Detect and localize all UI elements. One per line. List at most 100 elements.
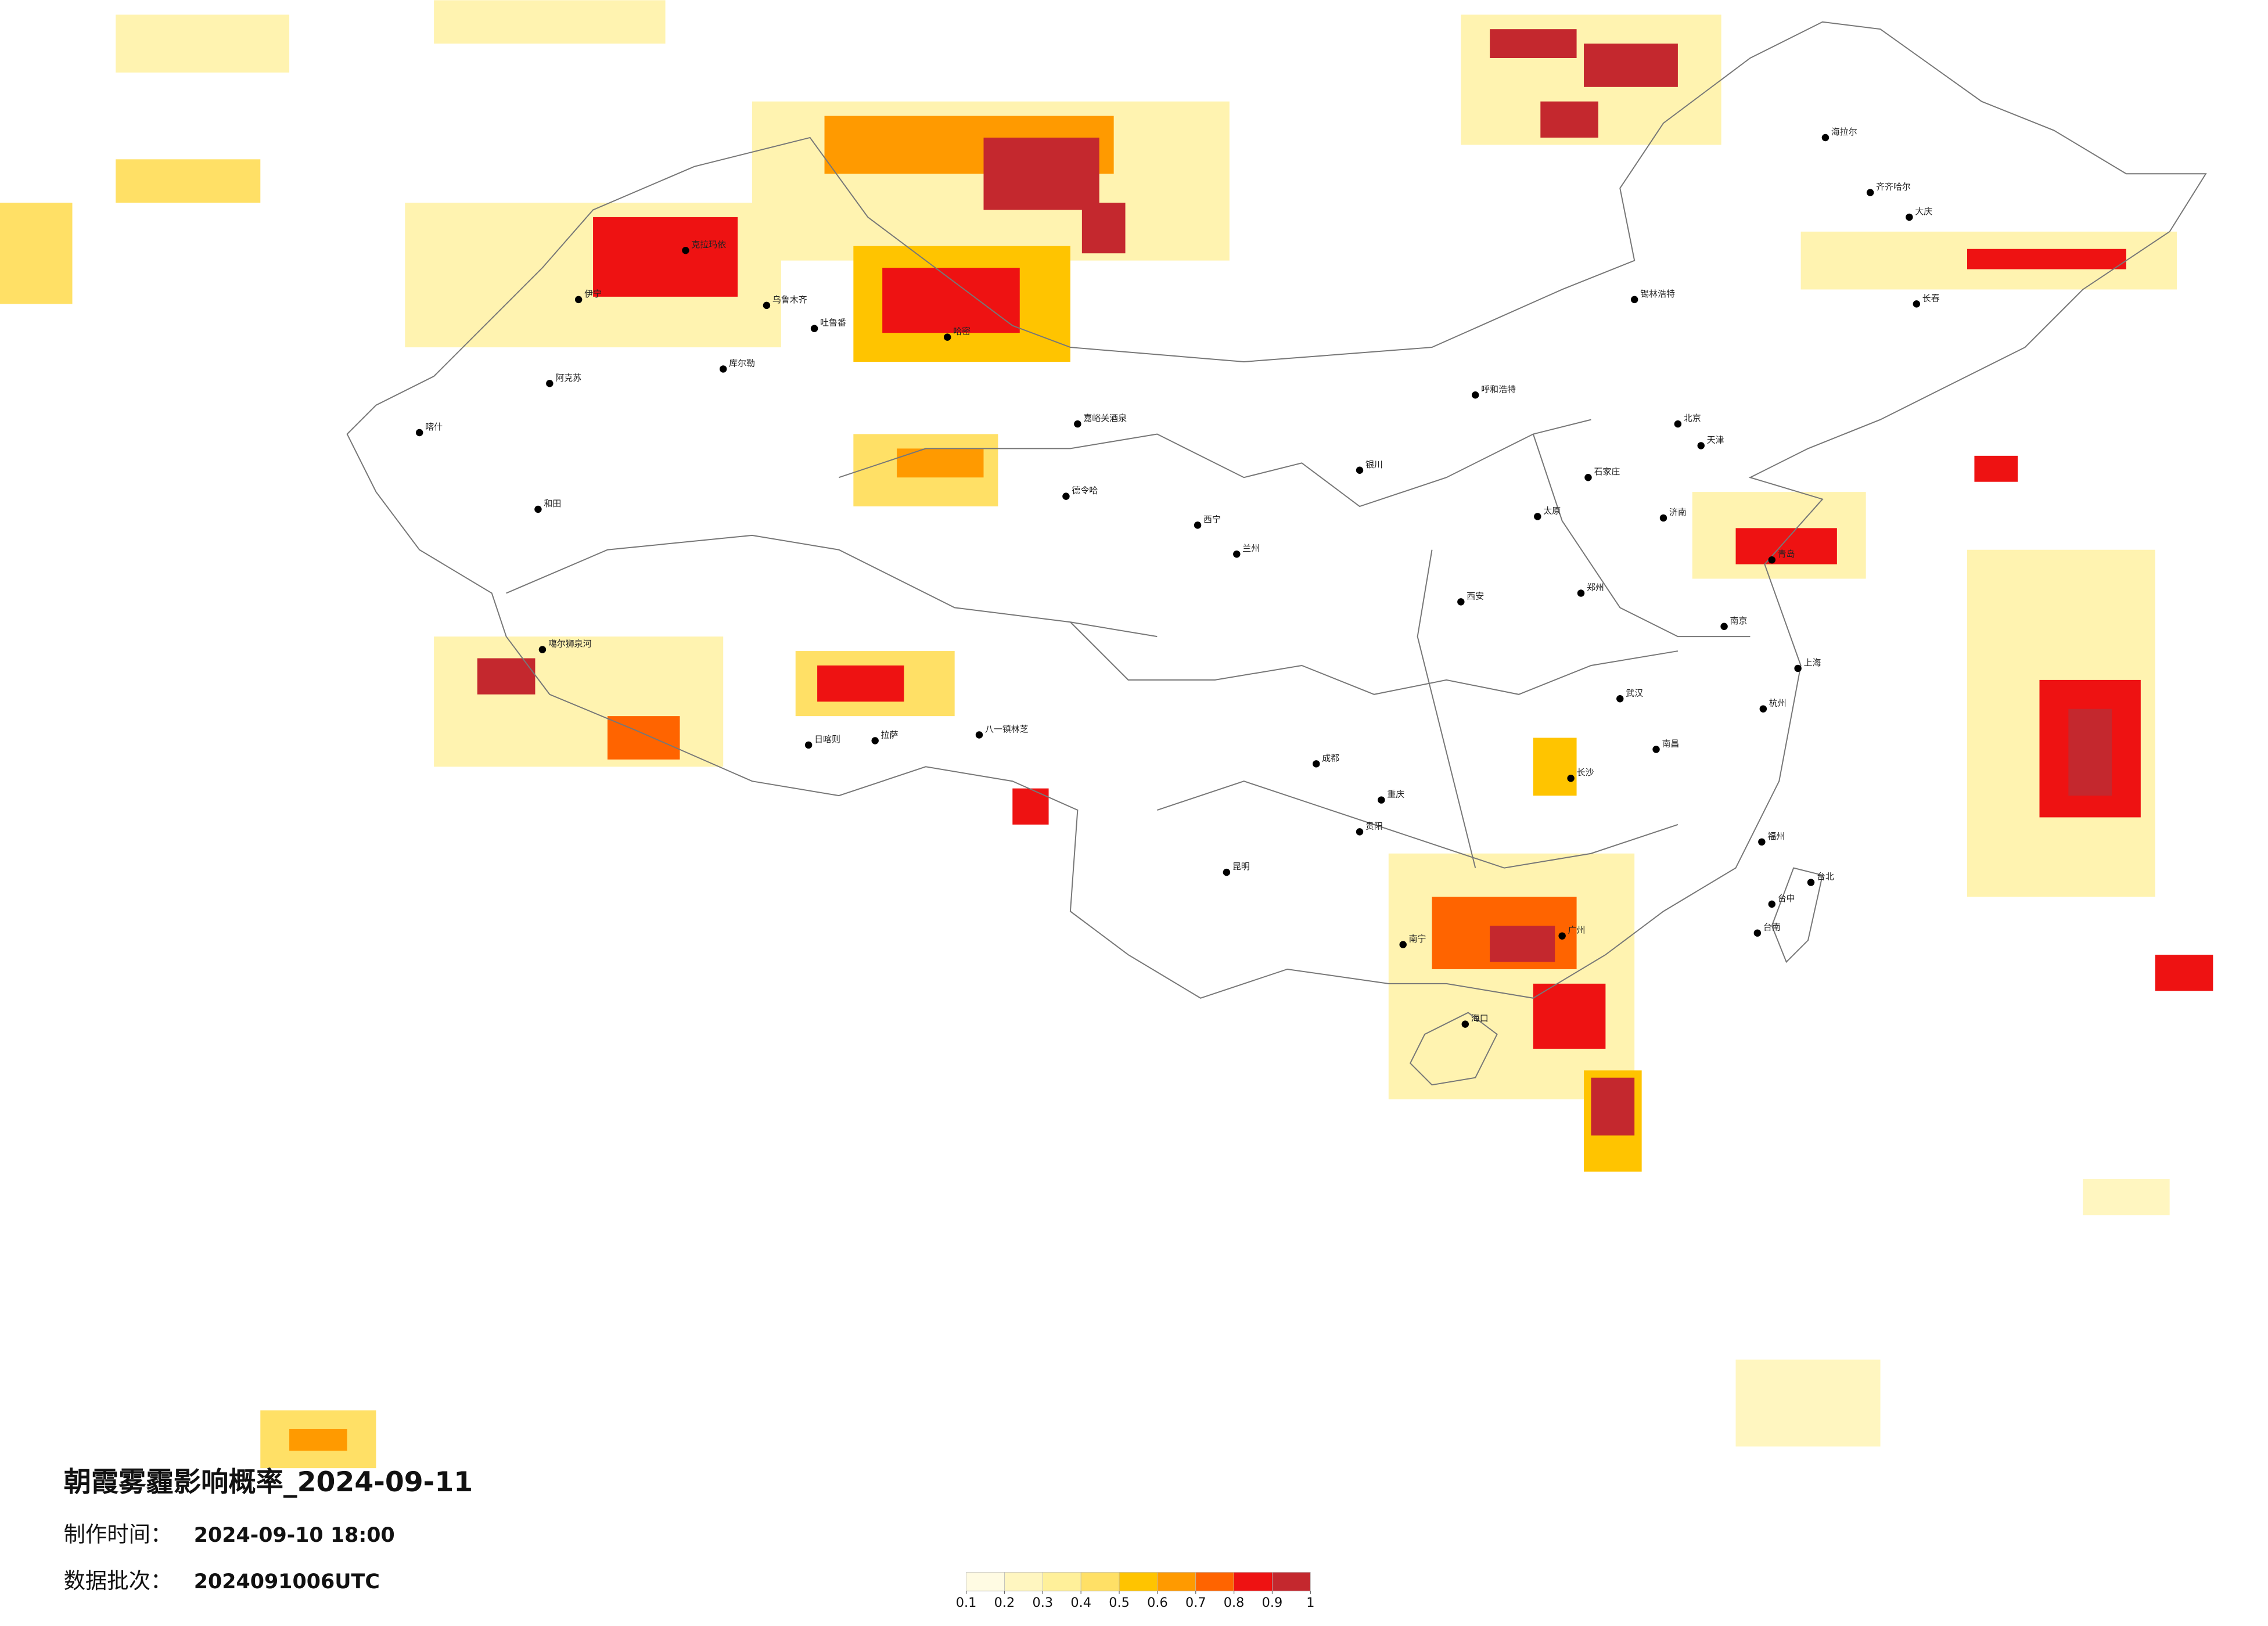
legend-tick-label: 0.1 (956, 1595, 977, 1610)
city-label: 长春 (1922, 293, 1940, 303)
probability-field (0, 0, 2213, 1469)
city-label: 济南 (1669, 507, 1687, 517)
city-dot (1194, 521, 1202, 529)
city-label: 日喀则 (814, 734, 840, 744)
city-label: 重庆 (1387, 789, 1404, 800)
city-dot (1233, 550, 1241, 558)
city-label: 德令哈 (1072, 485, 1098, 496)
city-dot (763, 301, 771, 310)
city-dot (1534, 513, 1541, 520)
legend-swatch (1234, 1572, 1273, 1592)
batch: 2024091006UTC (194, 1570, 380, 1593)
city-dot (1758, 838, 1766, 846)
city-dot (871, 737, 879, 744)
production-time-label: 制作时间： (64, 1521, 172, 1547)
city-label: 南昌 (1662, 738, 1680, 749)
legend-swatch (1042, 1572, 1081, 1592)
city-label: 兰州 (1242, 543, 1260, 553)
city-label: 太原 (1543, 505, 1561, 516)
city-label: 拉萨 (881, 729, 898, 740)
city-label: 南宁 (1409, 934, 1426, 944)
city-label: 西宁 (1203, 514, 1221, 524)
city-label: 大庆 (1915, 206, 1932, 217)
city-dot (1461, 1020, 1469, 1028)
city-dot (944, 333, 951, 341)
city-dot (1652, 746, 1660, 753)
city-label: 青岛 (1778, 549, 1795, 559)
city-dot (1313, 760, 1320, 768)
city-label: 武汉 (1626, 688, 1643, 698)
city-label: 台南 (1763, 922, 1781, 933)
city-dot (534, 505, 542, 513)
city-dot (1558, 932, 1566, 940)
city-dot (719, 365, 727, 373)
city-label: 台北 (1817, 872, 1834, 882)
city-label: 齐齐哈尔 (1876, 182, 1911, 192)
city-label: 长沙 (1577, 767, 1594, 778)
city-label: 成都 (1322, 753, 1339, 763)
city-dot (1399, 941, 1407, 948)
city-label: 北京 (1684, 413, 1701, 423)
city-label: 呼和浩特 (1481, 384, 1516, 394)
legend-swatch (1119, 1572, 1158, 1592)
city-label: 锡林浩特 (1640, 289, 1675, 299)
city-dot (810, 325, 818, 332)
city-dot (1866, 189, 1874, 196)
legend-tick-label: 0.2 (994, 1595, 1015, 1610)
city-dot (1567, 775, 1575, 782)
city-dot (1821, 134, 1830, 142)
legend-tick-label: 0.8 (1224, 1595, 1245, 1610)
city-label: 克拉玛依 (691, 239, 726, 250)
city-label: 噶尔狮泉河 (548, 639, 592, 649)
city-dot (546, 380, 553, 387)
boundaries (346, 21, 2207, 1086)
city-dot (415, 429, 423, 437)
city-dot (1697, 442, 1705, 449)
city-dot (1807, 879, 1815, 886)
city-dot (1584, 473, 1592, 481)
city-label: 郑州 (1587, 582, 1604, 592)
city-dot (1062, 492, 1070, 500)
map-title: 朝霞雾霾影响概率_2024-09-11 (64, 1466, 473, 1498)
legend-tick-label: 0.7 (1185, 1595, 1206, 1610)
legend-swatch (1272, 1572, 1311, 1592)
city-dot (1457, 598, 1465, 606)
city-label: 贵阳 (1365, 821, 1383, 831)
city-label: 吐鲁番 (820, 318, 846, 328)
city-label: 海口 (1471, 1013, 1489, 1024)
legend-tick-label: 0.3 (1033, 1595, 1054, 1610)
city-dot (975, 731, 983, 739)
city-label: 八一镇林芝 (985, 724, 1029, 735)
city-dot (1630, 296, 1638, 304)
city-dot (682, 246, 689, 254)
city-label: 天津 (1707, 434, 1724, 445)
city-label: 石家庄 (1594, 466, 1620, 477)
city-label: 上海 (1804, 657, 1821, 668)
city-label: 阿克苏 (555, 372, 581, 383)
city-dot (1472, 391, 1479, 399)
city-label: 乌鲁木齐 (772, 294, 807, 305)
city-dot (1223, 868, 1231, 876)
city-label: 西安 (1467, 591, 1484, 601)
city-dot (1356, 828, 1364, 836)
legend-swatch (1195, 1572, 1234, 1592)
city-dot (538, 646, 547, 653)
city-dot (1616, 695, 1624, 703)
city-label: 哈密 (953, 326, 971, 337)
city-label: 广州 (1568, 925, 1586, 936)
city-dot (1378, 796, 1385, 804)
legend: 0.1 0.2 0.3 0.4 0.5 0.6 0.7 0.8 0.9 1 (956, 1572, 1314, 1610)
legend-swatch (966, 1572, 1005, 1592)
city-dot (804, 741, 813, 749)
city-dot (1074, 420, 1081, 428)
city-label: 南京 (1730, 616, 1748, 626)
city-dot (1356, 466, 1364, 474)
legend-tick-label: 0.6 (1147, 1595, 1168, 1610)
city-label: 福州 (1767, 831, 1785, 841)
city-dot (574, 296, 583, 304)
city-dot (1577, 589, 1585, 597)
city-dot (1768, 900, 1776, 908)
legend-tick-label: 0.9 (1262, 1595, 1283, 1610)
